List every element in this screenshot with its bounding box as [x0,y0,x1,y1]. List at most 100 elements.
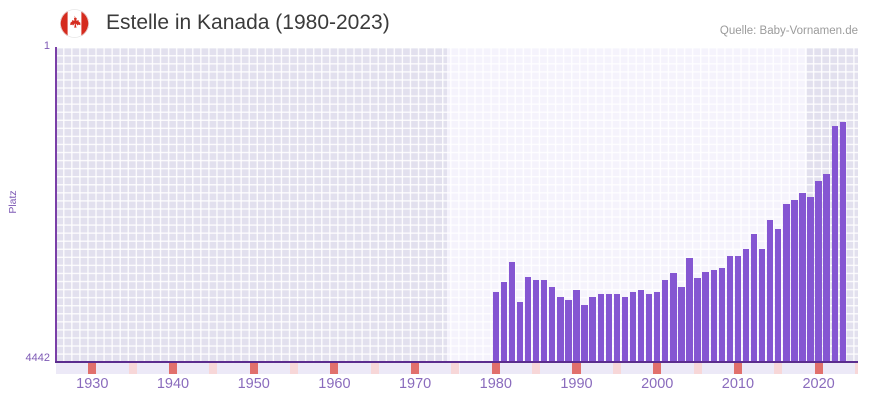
x-tick-mark [233,363,242,374]
x-tick-mark [160,363,169,374]
x-tick-mark [588,363,597,374]
bar[interactable] [621,297,629,362]
x-tick-mark [701,363,710,374]
x-tick-mark [798,363,807,374]
x-axis-tick-labels: 1930 1940 1950 1960 1970 1980 1990 2000 2010 2020 [0,376,873,398]
bar[interactable] [718,268,725,362]
bar[interactable] [831,126,838,362]
x-tick-mark [193,363,202,374]
y-axis-top-tick-label: 1 [43,40,50,52]
y-axis-bottom-tick-label: 4442 [25,352,50,364]
bar[interactable] [597,294,604,362]
x-axis-line [55,361,858,363]
bar[interactable] [710,270,717,362]
bar[interactable] [637,290,645,362]
x-tick-mark [620,363,629,374]
bar[interactable] [686,258,693,362]
bar[interactable] [500,282,508,362]
x-tick-mark [741,363,750,374]
bar[interactable] [613,294,621,362]
bar[interactable] [766,220,774,362]
x-tick-mark [330,363,339,374]
bar[interactable] [750,234,758,362]
x-tick-mark [532,363,541,374]
bar[interactable] [629,292,637,362]
x-tick-mark [830,363,839,374]
x-axis-tick-label: 1940 [156,376,190,392]
bar[interactable] [654,292,661,362]
bar[interactable] [662,280,669,362]
x-tick-mark [80,363,89,374]
x-tick-mark [168,363,178,374]
bar[interactable] [734,256,742,362]
source-label: Quelle: Baby-Vornamen.de [719,25,858,37]
x-tick-mark [152,363,161,374]
x-tick-mark [338,363,347,374]
x-tick-mark [548,363,557,374]
x-tick-mark [483,363,492,374]
bar[interactable] [589,297,596,362]
y-axis-title: Platz [7,190,19,214]
bar[interactable] [549,287,556,362]
bar[interactable] [807,197,814,362]
x-tick-mark [290,363,299,374]
bar[interactable] [775,229,782,362]
x-tick-mark [136,363,145,374]
x-tick-mark [822,363,831,374]
x-tick-mark [386,363,395,374]
x-tick-mark [766,363,775,374]
x-axis-tick-label: 2000 [641,376,674,392]
bar[interactable] [742,249,750,362]
x-tick-mark [750,363,759,374]
bar[interactable] [791,200,798,362]
x-tick-mark [217,363,226,374]
bar[interactable] [726,256,734,362]
bar[interactable] [524,277,532,362]
bar[interactable] [758,249,766,362]
bar[interactable] [532,280,540,362]
bar[interactable] [508,262,516,362]
x-tick-mark [669,363,678,374]
x-tick-mark [56,363,65,374]
bar[interactable] [605,294,612,362]
x-tick-mark [306,363,315,374]
x-tick-mark [403,363,412,374]
x-tick-mark [88,363,97,374]
x-tick-mark [580,363,589,374]
x-tick-mark [685,363,694,374]
x-tick-mark [144,363,153,374]
bar[interactable] [565,300,572,362]
bar[interactable] [783,204,790,362]
bar[interactable] [799,193,806,362]
x-tick-mark [362,363,371,374]
canada-flag-icon [60,9,89,38]
x-axis-tick-label: 1970 [398,376,432,392]
bar[interactable] [823,174,830,362]
x-tick-mark [540,363,549,374]
bar[interactable] [541,280,548,362]
bar[interactable] [670,273,677,362]
bar[interactable] [815,181,822,362]
x-tick-mark [628,363,638,374]
x-tick-mark [782,363,791,374]
x-tick-mark [725,363,734,374]
bar[interactable] [581,305,588,362]
x-tick-mark [604,363,613,374]
x-tick-mark [427,363,436,374]
bar[interactable] [702,272,709,362]
bar[interactable] [678,287,685,362]
x-tick-mark [177,363,186,374]
bar[interactable] [557,297,564,362]
bar[interactable] [516,302,524,362]
x-tick-mark [298,363,307,374]
bar[interactable] [694,278,701,362]
x-tick-mark [378,363,387,374]
bar[interactable] [645,294,653,362]
x-tick-mark [524,363,533,374]
bar[interactable] [573,290,580,362]
x-tick-mark [515,363,525,374]
bar[interactable] [492,292,499,362]
x-tick-mark [112,363,121,374]
x-tick-mark [661,363,670,374]
bar[interactable] [839,122,847,362]
